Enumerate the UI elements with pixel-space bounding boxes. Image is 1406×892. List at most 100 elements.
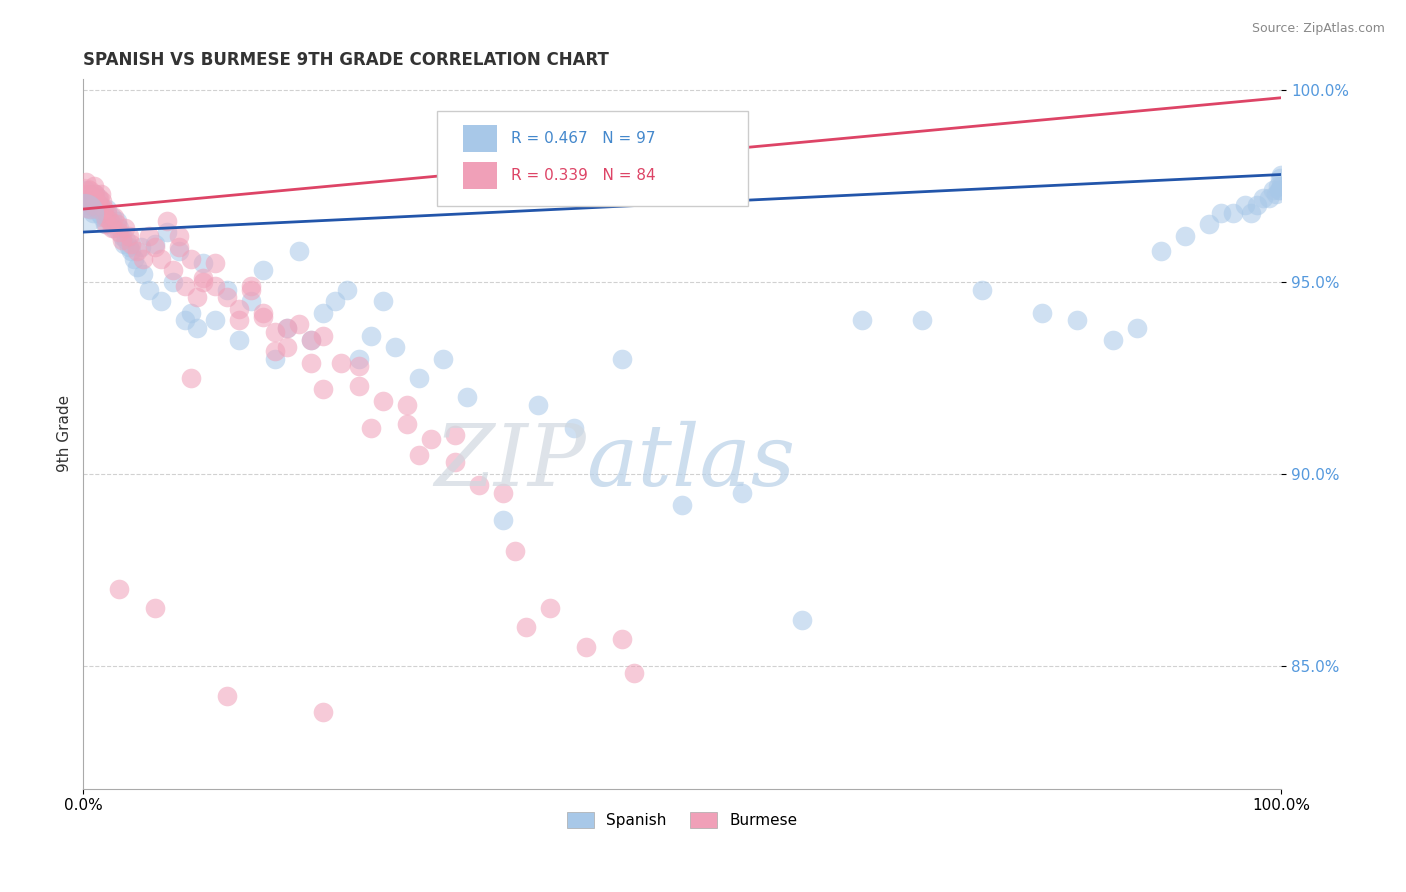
Point — [186, 290, 208, 304]
Point — [911, 313, 934, 327]
Point — [371, 294, 394, 309]
Point — [1268, 171, 1291, 186]
Text: ZIP: ZIP — [434, 421, 586, 503]
FancyBboxPatch shape — [437, 111, 748, 206]
Point — [115, 233, 138, 247]
Point — [138, 228, 160, 243]
Point — [167, 228, 190, 243]
Point — [93, 206, 115, 220]
Point — [118, 240, 141, 254]
Legend: Spanish, Burmese: Spanish, Burmese — [561, 806, 804, 834]
Point — [162, 263, 184, 277]
Point — [264, 351, 287, 366]
Point — [96, 202, 118, 216]
Point — [83, 179, 105, 194]
Point — [408, 448, 430, 462]
Point — [204, 313, 226, 327]
Point — [191, 271, 214, 285]
Point — [323, 294, 346, 309]
Point — [105, 213, 128, 227]
Text: SPANISH VS BURMESE 9TH GRADE CORRELATION CHART: SPANISH VS BURMESE 9TH GRADE CORRELATION… — [83, 51, 609, 69]
Point — [167, 244, 190, 259]
Point — [312, 306, 335, 320]
Point — [77, 183, 100, 197]
Bar — [463, 161, 496, 188]
Point — [347, 351, 370, 366]
Point — [1261, 183, 1284, 197]
Point — [108, 225, 131, 239]
Point — [84, 186, 107, 201]
Point — [83, 194, 105, 209]
Point — [276, 321, 298, 335]
Point — [240, 278, 263, 293]
Point — [91, 194, 114, 209]
Point — [527, 398, 550, 412]
Point — [79, 186, 101, 201]
Point — [86, 190, 108, 204]
Point — [1150, 244, 1173, 259]
Point — [94, 218, 117, 232]
Point — [143, 240, 166, 254]
Point — [371, 393, 394, 408]
Point — [790, 613, 813, 627]
Point — [419, 432, 441, 446]
Point — [1102, 333, 1125, 347]
Point — [94, 210, 117, 224]
Point — [101, 210, 124, 224]
Point — [76, 198, 98, 212]
Point — [180, 252, 202, 266]
Point — [491, 486, 513, 500]
Point — [299, 333, 322, 347]
Point — [329, 355, 352, 369]
Point — [143, 601, 166, 615]
Point — [970, 283, 993, 297]
Point — [443, 428, 465, 442]
Point — [143, 236, 166, 251]
Point — [443, 455, 465, 469]
Point — [111, 233, 134, 247]
Point — [108, 221, 131, 235]
Point — [252, 263, 274, 277]
Point — [150, 294, 173, 309]
Point — [564, 421, 586, 435]
Point — [623, 666, 645, 681]
Point — [276, 340, 298, 354]
Point — [1031, 306, 1053, 320]
Point — [276, 321, 298, 335]
Point — [77, 194, 100, 209]
Point — [731, 486, 754, 500]
Point — [127, 244, 149, 259]
Text: atlas: atlas — [586, 421, 796, 503]
Point — [111, 228, 134, 243]
Point — [575, 640, 598, 654]
Point — [1270, 168, 1292, 182]
Point — [312, 383, 335, 397]
Point — [252, 306, 274, 320]
Point — [84, 202, 107, 216]
Point — [299, 355, 322, 369]
Point — [395, 417, 418, 431]
Point — [384, 340, 406, 354]
Point — [395, 398, 418, 412]
Point — [347, 359, 370, 374]
Point — [312, 328, 335, 343]
Point — [240, 283, 263, 297]
Point — [138, 283, 160, 297]
Point — [204, 256, 226, 270]
Point — [132, 252, 155, 266]
Point — [1258, 190, 1281, 204]
Point — [252, 310, 274, 324]
Point — [79, 202, 101, 216]
Point — [191, 256, 214, 270]
Point — [432, 351, 454, 366]
Point — [1268, 183, 1291, 197]
Point — [264, 344, 287, 359]
Point — [408, 371, 430, 385]
Point — [336, 283, 359, 297]
Point — [288, 244, 311, 259]
Point — [87, 190, 110, 204]
Point — [1251, 190, 1274, 204]
Point — [89, 198, 111, 212]
Point — [312, 705, 335, 719]
Point — [94, 210, 117, 224]
